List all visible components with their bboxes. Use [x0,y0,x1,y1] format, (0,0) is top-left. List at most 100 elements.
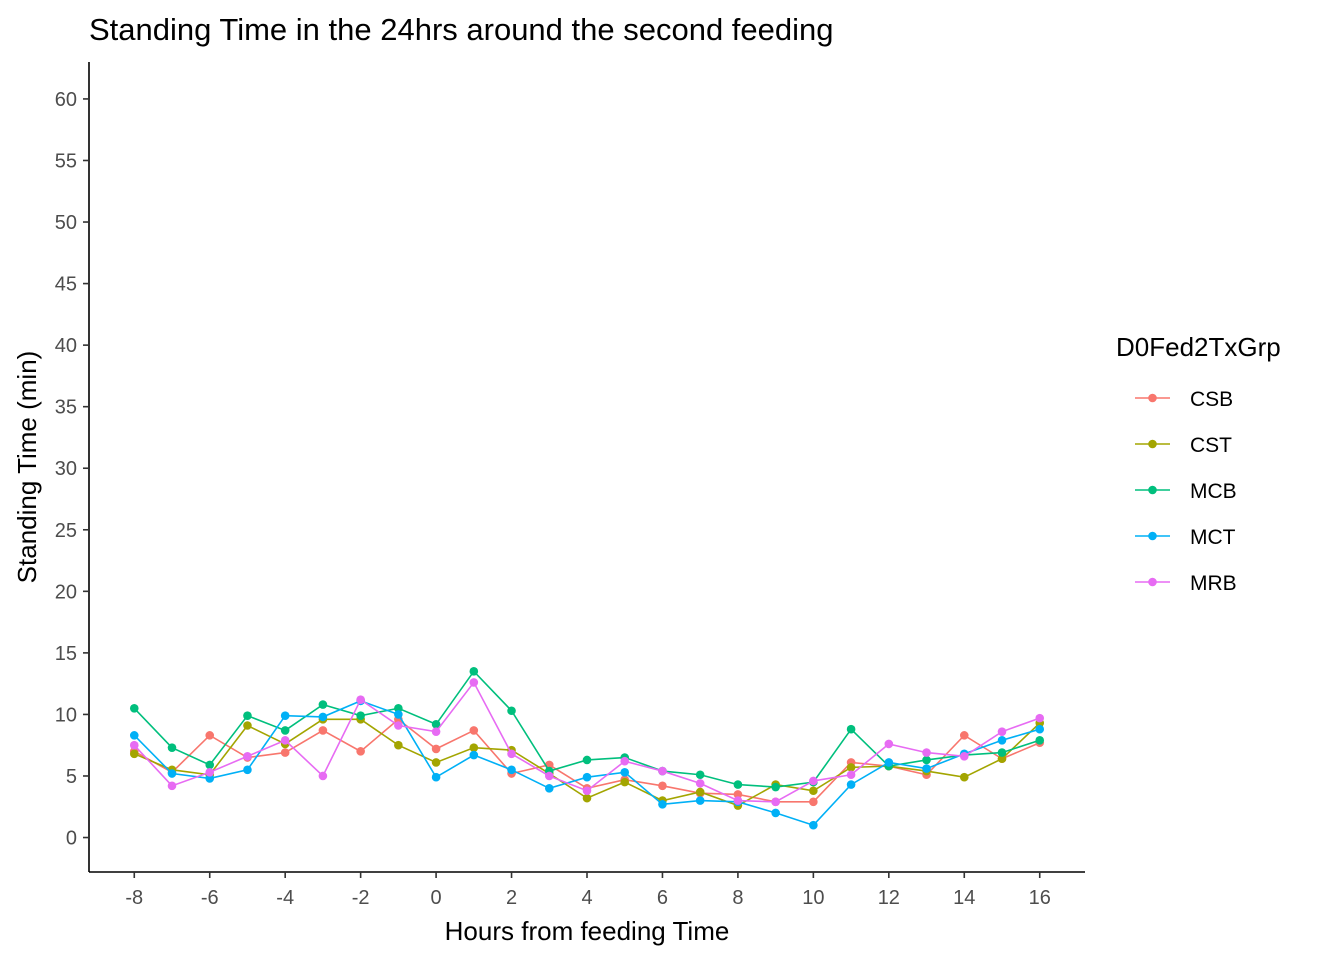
data-point [733,790,743,799]
data-point [695,787,705,797]
x-tick-label: 12 [878,887,900,909]
x-tick-label: 8 [732,887,743,909]
data-point [356,711,365,720]
data-point [997,735,1007,745]
y-tick-label: 50 [55,212,77,234]
data-point [431,719,441,729]
data-point [846,763,856,772]
x-tick-label: 6 [657,887,668,909]
data-point [129,740,139,750]
x-tick-label: -2 [352,887,370,909]
legend-item-cst: CST [1135,434,1232,457]
legend-label: MCB [1190,480,1237,503]
data-point [544,783,554,793]
data-point [318,712,328,722]
series-mct [129,696,1045,830]
data-point [507,765,516,775]
data-point [243,721,252,730]
data-point [658,799,667,809]
data-point [846,770,856,780]
data-point [356,747,365,756]
data-point [280,735,290,745]
data-point [809,776,818,786]
data-point [771,797,780,807]
data-point [922,755,931,765]
data-point [469,750,479,760]
data-point [582,755,592,765]
x-tick-label: 14 [953,887,975,909]
x-axis-label: Hours from feeding Time [445,916,730,946]
data-point [507,706,516,716]
y-tick-label: 10 [55,704,77,726]
data-point [733,796,743,805]
data-point [959,751,969,761]
data-point [846,724,856,734]
data-point [695,796,705,805]
y-tick-label: 55 [55,150,77,172]
x-tick-label: -4 [276,887,294,909]
x-tick-label: 10 [802,887,824,909]
x-tick-label: 16 [1029,887,1051,909]
data-point [167,769,177,778]
data-point [846,780,856,789]
y-tick-label: 20 [55,581,77,603]
legend-items: CSB CST MCB MCT MRB [1135,388,1237,595]
data-point [997,754,1007,764]
legend-item-mcb: MCB [1135,480,1237,503]
data-point [582,793,592,803]
data-point [318,771,328,781]
data-point [1035,713,1045,723]
data-point [243,751,252,761]
legend-label: CST [1190,434,1232,457]
data-point [771,782,780,792]
y-tick-label: 35 [55,397,77,419]
data-point [469,667,479,676]
series-mcb [129,667,1045,792]
data-point [922,748,931,757]
data-point [507,749,516,759]
data-point [544,771,554,781]
data-point [205,731,215,740]
data-point [205,760,215,770]
data-point [582,786,592,796]
data-point [620,767,630,777]
data-point [394,740,403,750]
legend-item-csb: CSB [1135,388,1233,411]
data-point [394,721,403,730]
data-point [809,797,818,807]
data-point [658,766,667,776]
data-point [922,764,931,773]
data-point [280,711,290,720]
legend-key-point [1148,485,1157,495]
data-point [318,726,328,735]
legend-key-point [1148,393,1157,403]
data-point [620,756,630,766]
legend-label: MRB [1190,572,1237,595]
data-point [582,772,592,782]
data-point [280,726,290,735]
chart-title: Standing Time in the 24hrs around the se… [89,12,834,47]
data-point [431,772,441,782]
data-point [959,772,969,782]
y-axis-label: Standing Time (min) [12,351,42,584]
data-point [205,774,215,783]
data-point [356,695,365,704]
data-point [771,808,780,818]
data-point [129,731,139,740]
data-point [394,703,403,713]
x-tick-label: -8 [125,887,143,909]
data-point [243,765,252,775]
y-tick-label: 0 [66,828,77,850]
data-point [469,743,479,752]
data-point [129,703,139,713]
data-point [809,786,818,796]
y-tick-label: 60 [55,89,77,111]
data-point [695,770,705,780]
data-point [733,780,743,789]
data-point [243,711,252,720]
data-point [658,781,667,791]
data-point [205,767,215,777]
data-point [620,777,630,787]
x-axis-ticks: -8 -6 -4 -2 0 2 4 6 8 10 12 14 16 [125,872,1051,909]
y-tick-label: 45 [55,274,77,296]
